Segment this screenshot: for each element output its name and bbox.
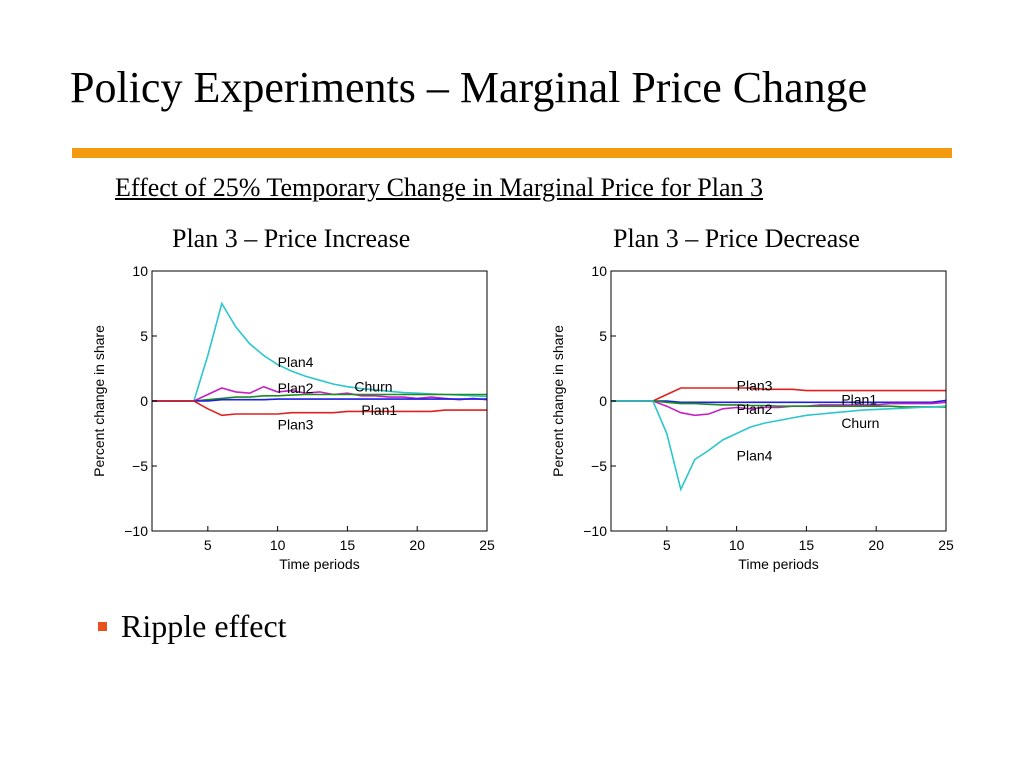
series-label-plan4: Plan4	[737, 448, 773, 464]
y-tick-label: 5	[140, 328, 148, 344]
slide-subtitle: Effect of 25% Temporary Change in Margin…	[115, 173, 764, 202]
x-tick-label: 5	[663, 537, 671, 553]
series-label-plan3: Plan3	[278, 416, 314, 432]
series-label-plan4: Plan4	[278, 354, 314, 370]
series-line-plan1	[152, 398, 487, 402]
series-label-plan2: Plan2	[278, 380, 314, 396]
y-tick-label: −10	[124, 523, 148, 539]
x-tick-label: 5	[204, 537, 212, 553]
y-tick-label: 0	[599, 393, 607, 409]
x-tick-label: 15	[799, 537, 815, 553]
series-line-plan3	[152, 400, 487, 417]
series-label-plan2: Plan2	[737, 401, 773, 417]
y-axis-label: Percent change in share	[91, 325, 107, 477]
series-label-plan3: Plan3	[737, 377, 773, 393]
x-tick-label: 20	[409, 537, 425, 553]
slide-title: Policy Experiments – Marginal Price Chan…	[70, 63, 868, 112]
series-line-plan3	[611, 387, 946, 402]
y-tick-label: −10	[583, 523, 607, 539]
series-line-plan1	[611, 399, 947, 404]
series-line-plan2	[152, 385, 488, 402]
x-tick-label: 25	[938, 537, 954, 553]
y-tick-label: 0	[140, 393, 148, 409]
y-tick-label: −5	[132, 458, 148, 474]
series-label-churn: Churn	[354, 379, 392, 395]
y-tick-label: 10	[132, 263, 148, 279]
x-tick-label: 25	[479, 537, 495, 553]
bullet-square-icon	[98, 622, 107, 631]
x-tick-label: 10	[270, 537, 286, 553]
x-tick-label: 10	[729, 537, 745, 553]
x-tick-label: 20	[868, 537, 884, 553]
bullet-item: Ripple effect	[98, 608, 287, 645]
y-tick-label: 10	[591, 263, 607, 279]
series-line-plan2	[611, 400, 947, 417]
series-line-plan4	[611, 400, 947, 492]
x-axis-label: Time periods	[738, 556, 818, 572]
series-label-plan1: Plan1	[361, 402, 397, 418]
series-line-churn	[611, 400, 946, 408]
series-label-churn: Churn	[841, 415, 879, 431]
bullet-text: Ripple effect	[121, 608, 287, 644]
y-tick-label: 5	[599, 328, 607, 344]
title-accent-rule	[72, 148, 952, 158]
chart-title-price-decrease: Plan 3 – Price Decrease	[613, 224, 860, 253]
chart-title-price-increase: Plan 3 – Price Increase	[172, 224, 411, 253]
series-label-plan1: Plan1	[841, 392, 877, 408]
x-axis-label: Time periods	[279, 556, 359, 572]
x-tick-label: 15	[340, 537, 356, 553]
y-axis-label: Percent change in share	[550, 325, 566, 477]
series-line-churn	[152, 393, 487, 402]
y-tick-label: −5	[591, 458, 607, 474]
